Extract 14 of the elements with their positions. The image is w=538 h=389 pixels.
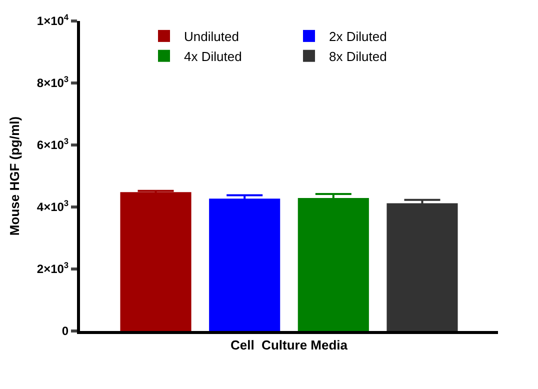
legend-label: 4x Diluted (184, 48, 242, 64)
bar (386, 203, 458, 331)
bar (120, 192, 192, 331)
x-tick-label: Cell Culture Media (230, 338, 348, 353)
y-tick-label: 1×10$^{4}$ (36, 12, 69, 28)
y-tick-label: 6×10$^{3}$ (36, 136, 69, 152)
y-tick-label: 4×10$^{3}$ (36, 198, 69, 214)
y-axis-title: Mouse HGF (pg/ml) (6, 116, 22, 236)
y-tick-label: 0 (62, 324, 69, 338)
y-tick-label: 2×10$^{3}$ (36, 260, 69, 276)
y-tick-label: 8×10$^{3}$ (36, 74, 69, 90)
legend-label: 8x Diluted (329, 48, 387, 64)
legend-label: Undiluted (184, 29, 239, 44)
legend-label: 2x Diluted (329, 29, 387, 44)
